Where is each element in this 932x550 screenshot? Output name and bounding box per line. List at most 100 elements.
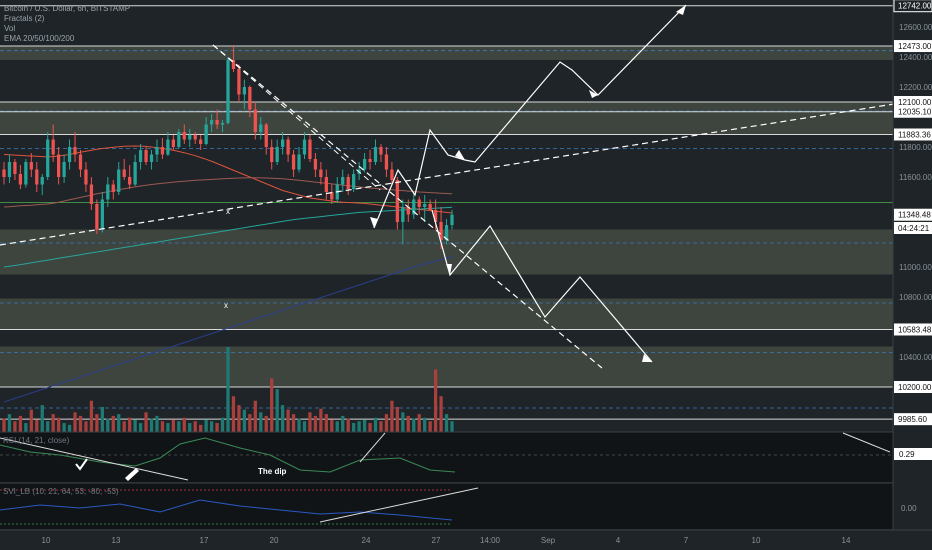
volume-bar (2, 418, 6, 432)
volume-bar (280, 405, 285, 432)
oscillator-trendline (319, 487, 479, 523)
volume-bar (313, 415, 318, 432)
volume-bar (390, 400, 394, 432)
volume-bar (84, 421, 88, 432)
candle-body (379, 147, 383, 155)
volume-bar (171, 419, 176, 432)
volume-bar (51, 414, 55, 432)
candle-body (2, 169, 6, 177)
symbol-title[interactable]: Bitcoin / U.S. Dollar, 6h, BITSTAMP (4, 4, 131, 13)
candle-body (253, 109, 257, 132)
volume-bar (95, 414, 99, 432)
candle-body (133, 162, 137, 185)
price-label-text: 12742.00 (898, 2, 932, 11)
candle-body (144, 150, 148, 162)
candle-body (160, 147, 165, 155)
price-label-box (894, 40, 932, 53)
candle-body (40, 177, 44, 185)
candle-body (122, 169, 126, 177)
price-label-text: 10583.48 (898, 325, 932, 334)
volume-bar (128, 417, 132, 432)
time-axis-background (0, 530, 932, 550)
volume-bar (450, 421, 454, 432)
candle-body (417, 199, 421, 207)
candle-body (439, 222, 443, 240)
volume-bars (2, 347, 454, 432)
price-label-text: 11883.36 (898, 130, 931, 139)
fractals-indicator-label[interactable]: Fractals (2) (4, 14, 45, 23)
volume-bar (270, 378, 274, 432)
rsi-label: RSI (14, 21, close) (3, 436, 70, 445)
volume-bar (237, 405, 241, 432)
time-tick-label: 14:00 (480, 536, 501, 545)
price-zone (0, 46, 893, 60)
volume-bar (308, 412, 312, 432)
price-label-box (894, 128, 932, 141)
candle-body (231, 60, 236, 69)
time-tick-label: 10 (752, 536, 761, 545)
volume-bar (275, 389, 279, 432)
volume-bar (204, 419, 208, 432)
price-label-text: 12473.00 (898, 42, 932, 51)
price-label-text: 04:24:21 (898, 224, 930, 233)
candle-body (373, 147, 378, 162)
candle-body (193, 135, 197, 140)
volume-bar (7, 414, 12, 432)
volume-bar (384, 414, 389, 432)
volume-bar (78, 415, 83, 432)
volume-bar (379, 421, 383, 432)
candle-body (46, 139, 50, 177)
volume-bar (193, 421, 197, 432)
time-tick-label: 24 (362, 536, 371, 545)
candle-body (128, 177, 132, 185)
volume-bar (56, 417, 61, 432)
candle-body (138, 150, 143, 162)
candle-body (29, 162, 33, 170)
candle-body (84, 169, 88, 185)
volume-bar (220, 417, 225, 432)
volume-bar (100, 406, 104, 432)
uptrend-line (0, 97, 932, 246)
candle-body (13, 162, 17, 174)
volume-bar (264, 415, 268, 432)
rsi-value-box (894, 448, 932, 460)
support-resistance-zones (0, 46, 893, 387)
time-axis[interactable]: 10 13 17 20 24 27 14:00 Sep 4 7 10 14 (0, 529, 932, 550)
candle-body (155, 147, 159, 155)
volume-bar (335, 421, 339, 432)
volume-bar (368, 423, 372, 432)
rocket-icon (125, 468, 139, 481)
trend-drawings: xx (0, 4, 932, 369)
volume-bar (215, 423, 219, 432)
volume-bar (401, 412, 405, 432)
volume-bar (357, 421, 361, 432)
price-zone (0, 298, 893, 330)
rsi-trendline (842, 432, 891, 453)
price-label-box (894, 105, 932, 118)
ema-indicator-label[interactable]: EMA 20/50/100/200 (4, 34, 75, 43)
arrow-head (446, 264, 452, 275)
volume-bar (35, 419, 39, 432)
volume-bar (177, 421, 181, 432)
price-tick-label: 11800.00 (899, 143, 932, 152)
volume-indicator-label[interactable]: Vol (4, 24, 16, 33)
ema-line (3, 256, 453, 403)
volume-bar (341, 415, 345, 432)
candle-body (428, 204, 432, 210)
price-axis[interactable]: 12600.00 12400.00 12200.00 11800.00 11600.00… (892, 0, 932, 550)
candle-body (270, 147, 274, 162)
candle-body (324, 177, 328, 192)
volume-bar (46, 421, 50, 432)
price-tick-label: 12200.00 (899, 83, 932, 92)
candle-body (89, 184, 94, 204)
volume-bar (259, 412, 263, 432)
candle-body (106, 184, 110, 200)
volume-bar (24, 423, 28, 432)
time-tick-label: 10 (42, 536, 51, 545)
volume-bar (29, 409, 33, 432)
candle-body (7, 162, 12, 177)
volume-bar (149, 418, 154, 432)
volume-bar (319, 408, 323, 432)
volume-bar (253, 400, 257, 432)
